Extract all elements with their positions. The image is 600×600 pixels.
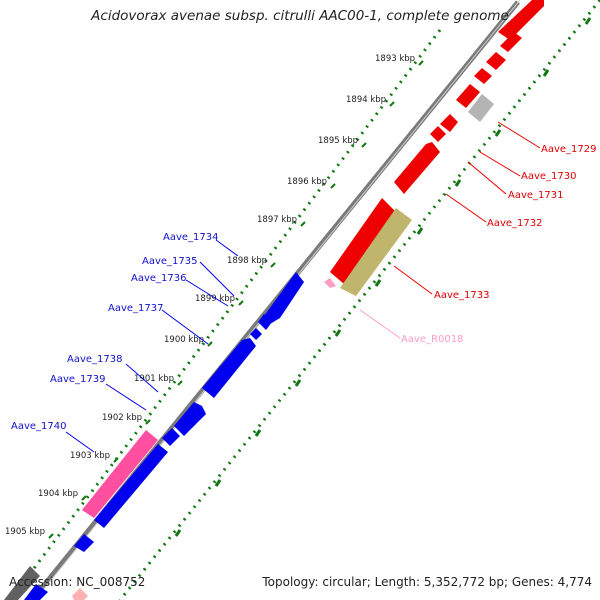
gene-arrow-reverse[interactable] xyxy=(162,428,180,446)
gene-arrow-forward[interactable] xyxy=(456,84,480,108)
gene-label-forward[interactable]: Aave_1732 xyxy=(487,218,543,229)
major-ticks-outer xyxy=(174,17,592,537)
gene-arrow-forward[interactable] xyxy=(474,68,492,84)
scale-tick-mark xyxy=(48,533,54,539)
label-leader-lines xyxy=(65,121,541,453)
gene-label-reverse[interactable]: Aave_1737 xyxy=(108,303,164,314)
scale-track-inner xyxy=(8,29,442,600)
scale-tick-label: 1903 kbp xyxy=(70,451,110,461)
gene-label-reverse[interactable]: Aave_1734 xyxy=(163,232,219,243)
scale-tick-label: 1894 kbp xyxy=(346,95,386,105)
gene-labels: Aave_1729 Aave_1730 Aave_1731 Aave_1732 … xyxy=(11,144,597,432)
gene-label-reverse[interactable]: Aave_1735 xyxy=(142,256,198,267)
scale-tick-mark xyxy=(207,341,213,347)
scale-tick-mark xyxy=(177,380,183,386)
scale-tick-mark xyxy=(113,457,119,463)
gene-arrow-reverse[interactable] xyxy=(258,314,272,330)
scale-tick-label: 1893 kbp xyxy=(375,54,415,64)
gene-arrow-reverse[interactable] xyxy=(250,328,262,340)
gene-label-forward[interactable]: Aave_1731 xyxy=(508,190,564,201)
scale-tick-mark xyxy=(81,495,87,501)
scale-tick-mark xyxy=(145,419,151,425)
map-title: Acidovorax avenae subsp. citrulli AAC00-… xyxy=(91,8,509,24)
scale-tick-mark xyxy=(300,221,306,227)
scale-tick-label: 1898 kbp xyxy=(227,256,267,266)
gene-label-forward[interactable]: Aave_1729 xyxy=(541,144,597,155)
scale-tick-label: 1896 kbp xyxy=(287,177,327,187)
scale-tick-label: 1904 kbp xyxy=(38,489,78,499)
forward-strand-genes xyxy=(324,0,544,296)
scale-tick-mark xyxy=(270,262,276,268)
rna-arrow[interactable] xyxy=(72,588,88,600)
gene-label-reverse[interactable]: Aave_1738 xyxy=(67,354,123,365)
scale-track-outer xyxy=(118,0,600,600)
rna-arrow[interactable] xyxy=(324,278,336,288)
gene-arrow-reverse[interactable] xyxy=(74,534,94,552)
gene-label-reverse[interactable]: Aave_1736 xyxy=(131,273,187,284)
gene-arrow-other[interactable] xyxy=(4,566,40,600)
gene-arrow-forward[interactable] xyxy=(500,32,522,52)
gene-arrow-forward[interactable] xyxy=(430,126,446,142)
gene-arrow-forward[interactable] xyxy=(498,0,544,40)
scale-tick-labels: 1893 kbp 1894 kbp 1895 kbp 1896 kbp 1897 kbp… xyxy=(5,54,424,539)
gene-arrow-forward[interactable] xyxy=(440,114,458,132)
scale-tick-label: 1900 kbp xyxy=(164,335,204,345)
gene-arrow-reverse[interactable] xyxy=(202,338,256,398)
reverse-strand-genes xyxy=(4,272,304,600)
scale-tick-label: 1895 kbp xyxy=(318,136,358,146)
genome-summary-text: Topology: circular; Length: 5,352,772 bp… xyxy=(262,575,592,589)
scale-tick-label: 1899 kbp xyxy=(195,294,235,304)
gene-arrow-reverse[interactable] xyxy=(94,444,168,528)
gene-arrow-other[interactable] xyxy=(468,94,494,122)
scale-tick-mark xyxy=(418,60,424,66)
scale-tick-label: 1902 kbp xyxy=(102,413,142,423)
gene-arrow-pseudo[interactable] xyxy=(340,208,412,296)
gene-label-reverse[interactable]: Aave_1740 xyxy=(11,421,67,432)
gene-arrow-reverse[interactable] xyxy=(264,272,304,324)
accession-text: Accession: NC_008752 xyxy=(9,575,146,589)
gene-label-forward[interactable]: Aave_1730 xyxy=(521,171,577,182)
scale-tick-mark xyxy=(361,142,367,148)
gene-arrow-reverse[interactable] xyxy=(24,584,48,600)
gene-arrow-forward[interactable] xyxy=(486,52,506,70)
gene-label-reverse[interactable]: Aave_1739 xyxy=(50,374,106,385)
scale-tick-mark xyxy=(389,101,395,107)
scale-tick-label: 1897 kbp xyxy=(257,215,297,225)
gene-arrow-forward[interactable] xyxy=(394,142,440,194)
scale-tick-label: 1905 kbp xyxy=(5,527,45,537)
gene-arrow-pink[interactable] xyxy=(82,430,158,518)
gene-arrow-forward[interactable] xyxy=(330,198,396,284)
gene-arrow-reverse[interactable] xyxy=(174,402,206,436)
scale-tick-mark xyxy=(238,300,244,306)
scale-tick-label: 1901 kbp xyxy=(134,374,174,384)
scale-tick-mark xyxy=(330,183,336,189)
gene-label-forward[interactable]: Aave_1733 xyxy=(434,290,490,301)
gene-label-rna[interactable]: Aave_R0018 xyxy=(401,334,463,345)
